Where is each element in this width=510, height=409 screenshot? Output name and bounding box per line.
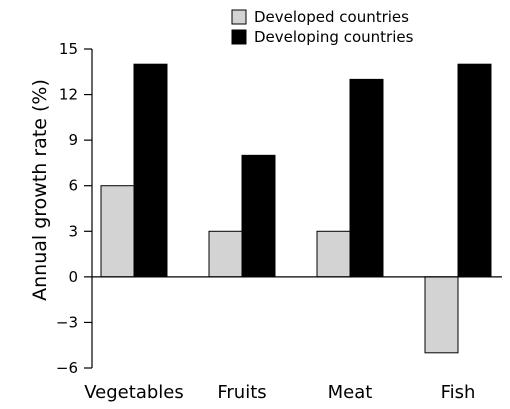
- x-category-label: Fruits: [217, 382, 266, 403]
- bar-developed-vegetables: [100, 185, 135, 278]
- bar-developing-vegetables: [133, 63, 168, 278]
- x-category-label: Vegetables: [84, 382, 183, 403]
- legend-swatch: [231, 9, 247, 25]
- y-axis-title: Annual growth rate (%): [29, 79, 51, 301]
- x-axis-labels: Vegetables Fruits Meat Fish: [84, 382, 475, 403]
- y-tick-label: 12: [59, 86, 78, 104]
- legend-swatch: [231, 29, 247, 45]
- bar-developed-fish: [424, 276, 459, 354]
- bar-developing-fish: [457, 63, 492, 278]
- x-category-label: Fish: [441, 382, 476, 403]
- bar-developed-fruits: [208, 230, 243, 278]
- bar-developing-fruits: [241, 154, 276, 278]
- bar-developed-meat: [316, 230, 351, 278]
- y-tick-label: 3: [68, 222, 78, 240]
- y-tick-label: 9: [68, 131, 78, 149]
- legend-label: Developed countries: [254, 8, 409, 26]
- y-tick-label: 15: [59, 40, 78, 58]
- legend: Developed countries Developing countries: [231, 8, 414, 46]
- y-tick-label: 6: [68, 177, 78, 195]
- y-axis: −6 −3 0 3 6 9 12 15: [56, 40, 93, 377]
- y-tick-label: −6: [56, 359, 78, 377]
- y-tick-label: −3: [56, 313, 78, 331]
- y-tick-label: 0: [68, 268, 78, 286]
- x-category-label: Meat: [328, 382, 373, 403]
- legend-label: Developing countries: [254, 28, 414, 46]
- bar-developing-meat: [349, 78, 384, 278]
- bars: [100, 63, 492, 354]
